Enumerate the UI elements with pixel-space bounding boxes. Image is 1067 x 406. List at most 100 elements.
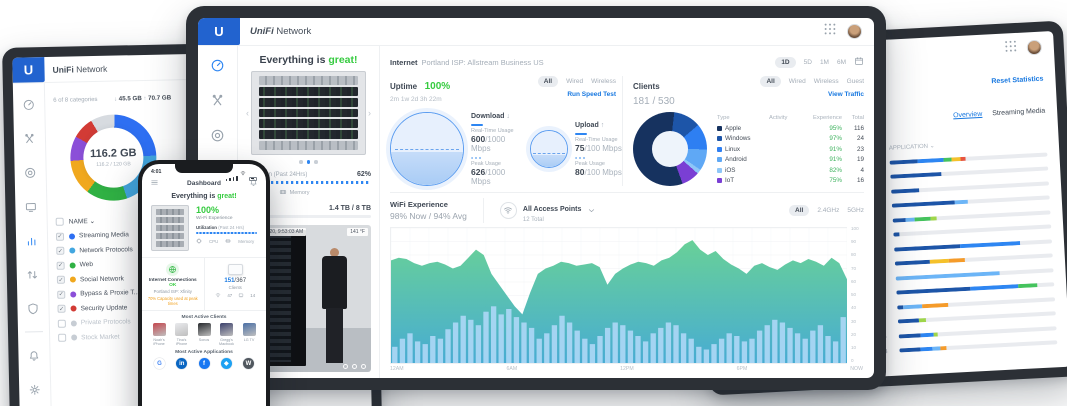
download-stats: Download ↓ Real-Time Usage 600/1000 Mbps… xyxy=(471,112,514,186)
client-type-row[interactable]: IoT 75% 16 xyxy=(717,175,864,186)
client-type-row[interactable]: Apple 95% 116 xyxy=(717,123,864,134)
sidebar-item-bell[interactable] xyxy=(23,344,45,366)
client-type-row[interactable]: iOS 82% 4 xyxy=(717,165,864,176)
chevron-down-icon xyxy=(587,202,596,220)
phone-device: 4:01 Dashboard Everything is great! xyxy=(138,160,270,406)
calendar-icon[interactable] xyxy=(854,53,864,71)
x-tick: 12PM xyxy=(620,366,634,372)
y-tick: 30 xyxy=(851,318,857,324)
sidebar-item-tools[interactable] xyxy=(18,127,40,149)
avatar[interactable] xyxy=(847,24,862,39)
tab-all[interactable]: All xyxy=(537,76,559,87)
active-client-item[interactable]: Sonos xyxy=(195,323,213,346)
device-rack-image xyxy=(251,71,366,155)
clients-card[interactable]: 151/367 Clients 47 14 xyxy=(203,258,267,310)
wifi-experience-chart[interactable] xyxy=(390,227,847,364)
menu-icon[interactable] xyxy=(150,174,159,192)
unifi-logo[interactable]: U xyxy=(198,18,240,45)
client-type-row[interactable]: Windows 97% 24 xyxy=(717,133,864,144)
clients-donut-chart[interactable] xyxy=(633,112,707,186)
app-icon-wordpress[interactable]: W xyxy=(243,358,254,370)
utilization-label: Utilization (Past 24Hrs) xyxy=(246,171,308,178)
status-time: 4:01 xyxy=(151,168,162,175)
sidebar-item-target[interactable] xyxy=(207,124,229,146)
active-client-item[interactable]: Gregg's Macbook xyxy=(218,323,236,346)
tab-5d[interactable]: 5D xyxy=(803,58,812,66)
row-checkbox[interactable]: ✓ xyxy=(57,304,66,314)
column-header: Type xyxy=(717,114,730,121)
camera-controls[interactable] xyxy=(343,364,366,369)
sidebar-item-screen[interactable] xyxy=(20,195,42,217)
sidebar-item-stats[interactable] xyxy=(20,229,42,251)
tab-wireless[interactable]: Wireless xyxy=(591,78,616,85)
app-icon-linkedin[interactable]: in xyxy=(176,358,188,370)
tab-1m[interactable]: 1M xyxy=(819,58,829,66)
access-points-selector[interactable]: All Access Points 12 Total xyxy=(482,198,597,223)
tab-wired[interactable]: Wired xyxy=(788,78,806,85)
app-icon-dropbox[interactable]: ◆ xyxy=(220,358,232,370)
tab-all[interactable]: All xyxy=(789,205,810,216)
carousel-prev-icon[interactable]: ‹ xyxy=(246,107,249,118)
uptime-duration: 2m 1w 2d 3h 22m xyxy=(390,96,442,103)
wifi-experience-summary: WiFi Experience 98% Now / 94% Avg xyxy=(390,200,467,221)
tab-all[interactable]: All xyxy=(760,76,781,87)
avatar[interactable] xyxy=(1026,39,1043,55)
row-checkbox[interactable] xyxy=(57,319,66,328)
client-type-row[interactable]: Linux 91% 23 xyxy=(717,144,864,155)
apps-grid-icon[interactable] xyxy=(823,22,837,41)
reset-statistics-link[interactable]: Reset Statistics xyxy=(991,75,1044,86)
sidebar-item-dashboard[interactable] xyxy=(18,93,40,115)
clients-type-table: Type Activity Experience Total Apple 95% 116 Wi… xyxy=(717,112,864,186)
row-checkbox[interactable]: ✓ xyxy=(56,261,65,270)
carousel-dots[interactable] xyxy=(246,160,371,164)
sidebar-item-gear[interactable] xyxy=(23,378,45,400)
client-type-row[interactable]: Android 91% 19 xyxy=(717,154,864,165)
tab-wired[interactable]: Wired xyxy=(566,78,584,85)
row-checkbox[interactable]: ✓ xyxy=(55,232,65,241)
select-all-checkbox[interactable] xyxy=(55,217,64,227)
carousel-next-icon[interactable]: › xyxy=(368,107,371,118)
left-tablet-sidebar xyxy=(12,83,52,406)
overview-link[interactable]: Overview xyxy=(952,110,983,120)
row-checkbox[interactable]: ✓ xyxy=(56,275,66,285)
active-client-item[interactable]: LG TV xyxy=(240,323,258,346)
x-tick: NOW xyxy=(850,366,863,372)
tab-guest[interactable]: Guest xyxy=(846,78,864,85)
row-checkbox[interactable]: ✓ xyxy=(57,290,66,299)
sidebar-item-shield[interactable] xyxy=(22,297,44,319)
chart-x-axis: 12AM 6AM 12PM 6PM NOW xyxy=(390,364,863,372)
upload-stats: Upload ↑ Real-Time Usage 75/100 Mbps Pea… xyxy=(575,121,622,177)
wifi-experience-value: 100% xyxy=(196,205,220,215)
tab-6m[interactable]: 6M xyxy=(836,58,846,66)
view-traffic-link[interactable]: View Traffic xyxy=(827,91,864,98)
sidebar-item-dashboard[interactable] xyxy=(207,54,229,76)
row-checkbox[interactable]: ✓ xyxy=(56,246,65,256)
wifi-experience-label: Wi-Fi Experience xyxy=(196,216,233,221)
app-icon-facebook[interactable]: f xyxy=(198,358,210,370)
apps-grid-icon[interactable] xyxy=(1003,38,1018,58)
sidebar-item-clients[interactable] xyxy=(21,263,43,285)
row-checkbox[interactable] xyxy=(58,333,67,343)
cpu-icon xyxy=(196,238,202,245)
time-range-tabs: 1D 5D 1M 6M xyxy=(775,53,864,71)
sidebar-divider xyxy=(24,331,43,333)
tab-5ghz[interactable]: 5GHz xyxy=(847,207,864,214)
sidebar-item-target[interactable] xyxy=(19,161,41,183)
wifi-band-tabs: All 2.4GHz 5GHz xyxy=(789,205,864,216)
unifi-logo[interactable]: U xyxy=(12,57,45,83)
tab-wireless[interactable]: Wireless xyxy=(813,78,839,85)
most-active-clients-list: Noah's iPhone Tina's iPhone Sonos Gregg's M… xyxy=(142,320,266,346)
internet-connections-card[interactable]: Internet Connections OK Portland ISP: Xf… xyxy=(142,258,204,310)
tab-24ghz[interactable]: 2.4GHz xyxy=(817,207,840,214)
y-tick: 20 xyxy=(851,331,857,337)
tab-1d[interactable]: 1D xyxy=(775,56,796,68)
run-speed-test-link[interactable]: Run Speed Test xyxy=(567,91,616,98)
memory-icon xyxy=(279,188,287,198)
app-icon-google[interactable]: G xyxy=(154,358,165,370)
active-client-item[interactable]: Tina's iPhone xyxy=(173,323,191,346)
y-tick: 60 xyxy=(851,278,857,284)
active-client-item[interactable]: Noah's iPhone xyxy=(150,323,168,346)
name-column-header[interactable]: NAME ⌄ xyxy=(68,218,96,226)
sidebar-item-tools[interactable] xyxy=(207,89,229,111)
